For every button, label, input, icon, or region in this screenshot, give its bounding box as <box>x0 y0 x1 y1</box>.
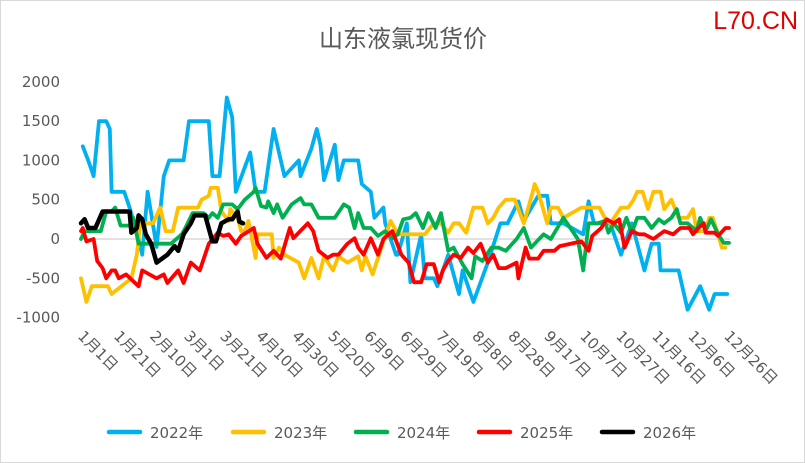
series-line-2022年 <box>80 95 730 312</box>
watermark: L70.CN <box>713 7 798 35</box>
legend-item[interactable]: 2022年 <box>106 424 203 442</box>
legend-item[interactable]: 2024年 <box>353 424 450 442</box>
y-tick-label: 500 <box>31 191 60 209</box>
legend-label: 2022年 <box>150 424 203 442</box>
y-tick-label: 0 <box>50 230 60 248</box>
series-line-2023年 <box>79 182 728 304</box>
y-tick-label: 1500 <box>22 112 60 130</box>
series-line-2026年 <box>78 209 246 265</box>
y-tick-label: -1000 <box>16 309 60 327</box>
y-tick-label: 1000 <box>22 151 60 169</box>
y-tick-label: 2000 <box>22 73 60 91</box>
x-tick-label: 12月26日 <box>720 327 781 388</box>
legend-label: 2023年 <box>274 424 327 442</box>
legend-item[interactable]: 2023年 <box>230 424 327 442</box>
legend-item[interactable]: 2026年 <box>599 424 696 442</box>
y-tick-label: -500 <box>26 269 60 287</box>
chart-title: 山东液氯现货价 <box>319 25 487 53</box>
legend-label: 2025年 <box>520 424 573 442</box>
legend-label: 2024年 <box>397 424 450 442</box>
legend-item[interactable]: 2025年 <box>476 424 573 442</box>
series-line-2025年 <box>79 217 731 289</box>
legend-label: 2026年 <box>643 424 696 442</box>
